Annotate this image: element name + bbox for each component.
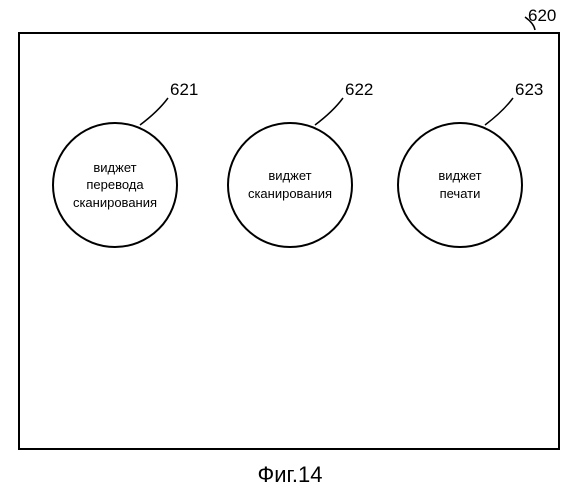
- leader-line-623: [0, 0, 580, 500]
- ref-label-623: 623: [515, 80, 543, 100]
- figure-canvas: 620 виджет перевода сканирования 621 вид…: [0, 0, 580, 500]
- figure-caption: Фиг.14: [0, 462, 580, 488]
